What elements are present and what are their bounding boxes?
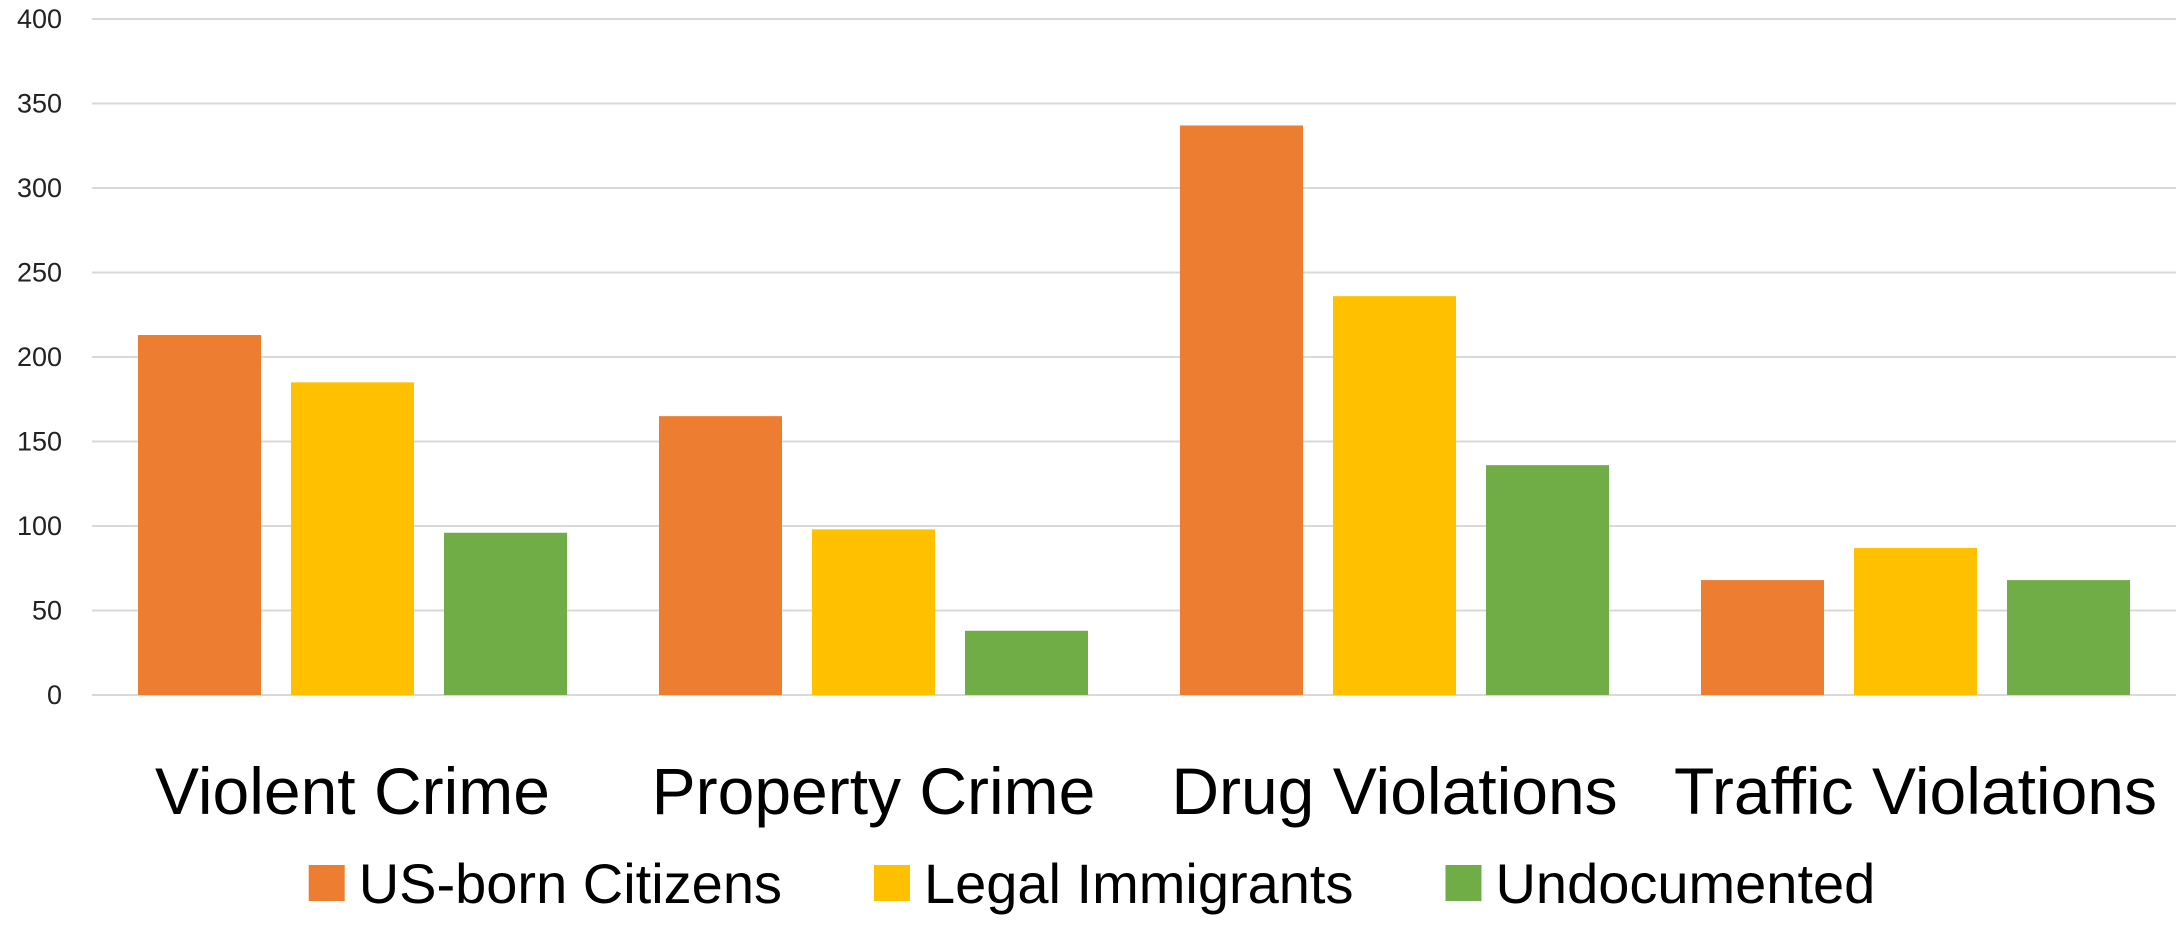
bar <box>2007 580 2130 695</box>
bar <box>291 382 414 695</box>
x-tick-label: Drug Violations <box>1171 754 1617 828</box>
gridlines <box>92 18 2176 696</box>
y-tick-label: 250 <box>17 258 62 288</box>
legend-item: US-born Citizens <box>308 852 782 915</box>
bar <box>965 630 1088 695</box>
bar <box>812 529 935 695</box>
legend-label: Legal Immigrants <box>924 852 1354 915</box>
x-axis-labels: Violent Crime Property Crime Drug Violatio… <box>155 754 2157 828</box>
x-tick-label: Property Crime <box>652 754 1096 828</box>
bar <box>1486 465 1609 695</box>
legend-label: US-born Citizens <box>359 852 782 915</box>
y-tick-label: 0 <box>47 680 62 710</box>
bar <box>138 335 261 695</box>
bar <box>444 532 567 695</box>
y-tick-label: 150 <box>17 427 62 457</box>
legend-swatch <box>308 865 345 901</box>
legend-label: Undocumented <box>1495 852 1875 915</box>
y-tick-label: 50 <box>32 596 62 626</box>
bar <box>1333 296 1456 695</box>
bar <box>1180 125 1303 696</box>
legend-item: Legal Immigrants <box>873 852 1354 915</box>
y-tick-label: 100 <box>17 511 62 541</box>
bars <box>138 125 2130 696</box>
x-tick-label: Traffic Violations <box>1674 754 2157 828</box>
y-tick-label: 200 <box>17 342 62 372</box>
y-tick-label: 350 <box>17 89 62 119</box>
x-tick-label: Violent Crime <box>155 754 550 828</box>
y-tick-label: 300 <box>17 173 62 203</box>
bar <box>1854 547 1977 695</box>
legend-swatch <box>1445 865 1482 901</box>
legend-item: Undocumented <box>1445 852 1875 915</box>
bar <box>1701 580 1824 695</box>
y-axis-ticks: 0 50 100 150 200 250 300 350 400 <box>17 4 62 710</box>
bar <box>659 416 782 695</box>
legend: US-born Citizens Legal Immigrants Undocume… <box>308 852 1875 915</box>
y-tick-label: 400 <box>17 4 62 34</box>
legend-swatch <box>873 865 910 901</box>
